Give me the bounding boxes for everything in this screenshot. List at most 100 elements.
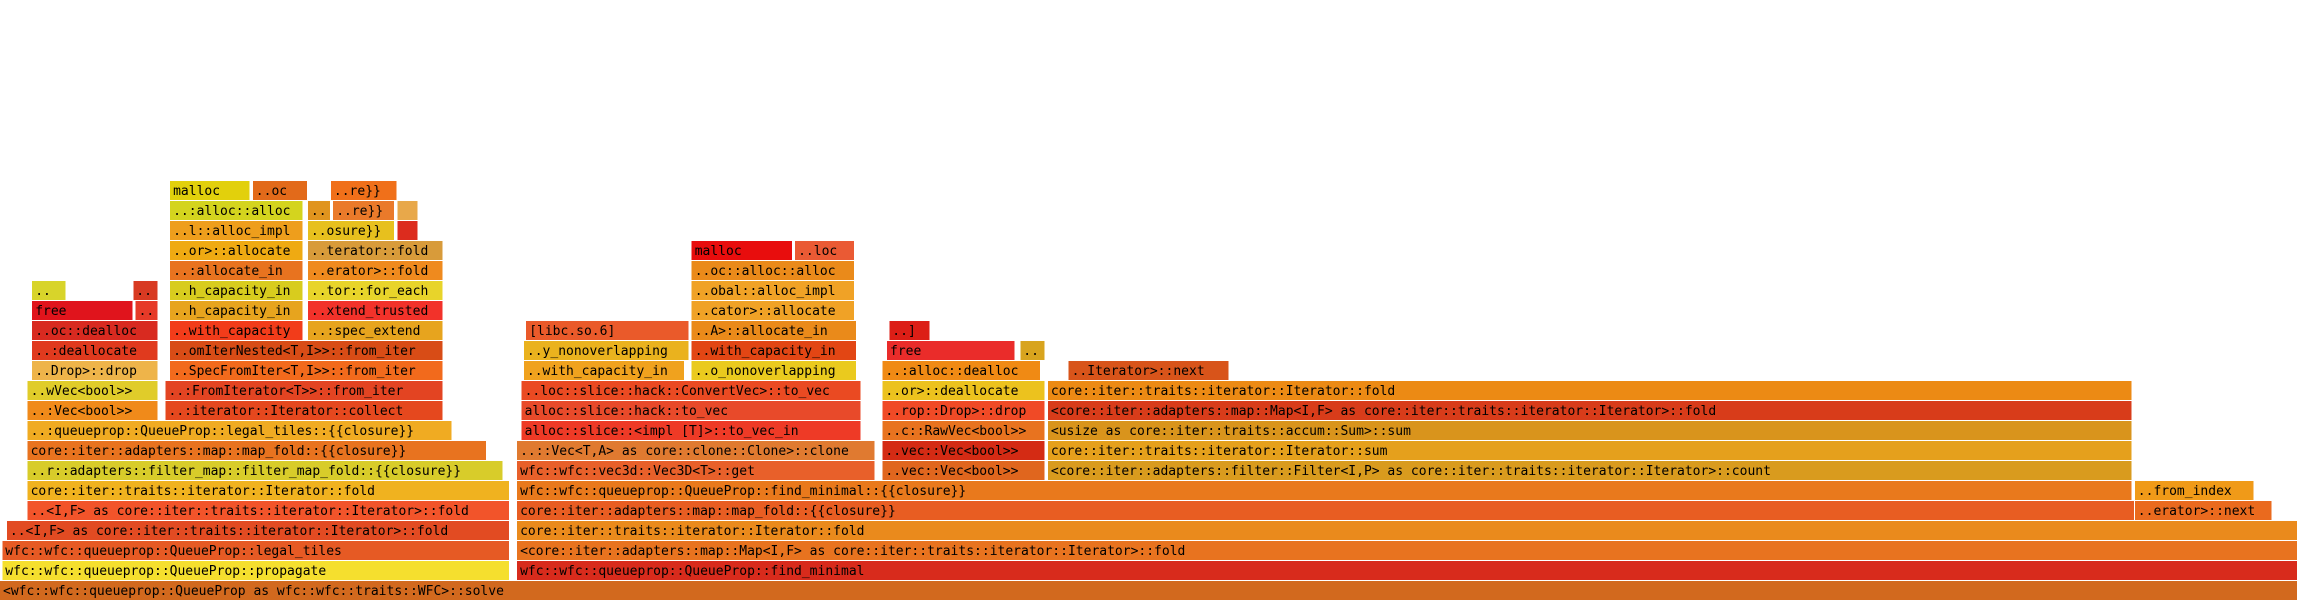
- frame-bar[interactable]: [882, 381, 1045, 400]
- frame-bar[interactable]: [882, 361, 1040, 380]
- frame-bar[interactable]: [0, 581, 2297, 600]
- frame-bar[interactable]: [32, 341, 158, 360]
- frame[interactable]: core::iter::traits::iterator::Iterator::…: [27, 481, 510, 500]
- frame-bar[interactable]: [165, 381, 443, 400]
- frame[interactable]: ..xtend_trusted: [307, 301, 443, 320]
- frame-bar[interactable]: [1047, 401, 2132, 420]
- frame[interactable]: ..:deallocate: [32, 341, 158, 360]
- frame-bar[interactable]: [333, 201, 395, 220]
- frame-bar[interactable]: [1047, 461, 2132, 480]
- frame[interactable]: ..<I,F> as core::iter::traits::iterator:…: [6, 521, 510, 540]
- frame[interactable]: [libc.so.6]: [526, 321, 689, 340]
- frame-bar[interactable]: [2134, 501, 2272, 520]
- frame-bar[interactable]: [32, 361, 158, 380]
- frame-bar[interactable]: [882, 401, 1045, 420]
- frame-bar[interactable]: [27, 421, 452, 440]
- frame-bar[interactable]: [330, 181, 397, 200]
- frame-bar[interactable]: [133, 281, 158, 300]
- frame-bar[interactable]: [27, 501, 510, 520]
- frame-bar[interactable]: [523, 361, 684, 380]
- frame-bar[interactable]: [27, 481, 510, 500]
- frame[interactable]: ..Iterator>::next: [1068, 361, 1229, 380]
- frame-bar[interactable]: [170, 321, 303, 340]
- frame-bar[interactable]: [307, 321, 443, 340]
- frame-bar[interactable]: [307, 281, 443, 300]
- frame[interactable]: wfc::wfc::queueprop::QueueProp::find_min…: [517, 561, 2298, 580]
- frame[interactable]: wfc::wfc::vec3d::Vec3D<T>::get: [517, 461, 875, 480]
- frame[interactable]: ..:Vec<bool>>: [27, 401, 158, 420]
- frame-bar[interactable]: [397, 221, 418, 240]
- frame-bar[interactable]: [27, 381, 158, 400]
- frame[interactable]: ..:allocate_in: [170, 261, 303, 280]
- frame-bar[interactable]: [521, 421, 861, 440]
- frame-bar[interactable]: [517, 441, 875, 460]
- frame-bar[interactable]: [517, 521, 2298, 540]
- frame[interactable]: ..or>::allocate: [170, 241, 303, 260]
- frame-bar[interactable]: [2134, 481, 2254, 500]
- frame-bar[interactable]: [307, 241, 443, 260]
- frame-bar[interactable]: [1068, 361, 1229, 380]
- frame-bar[interactable]: [691, 281, 854, 300]
- frame-bar[interactable]: [170, 301, 303, 320]
- frame-bar[interactable]: [1047, 421, 2132, 440]
- frame[interactable]: ..]: [889, 321, 930, 340]
- frame[interactable]: ..: [1020, 341, 1045, 360]
- frame[interactable]: ..re}}: [330, 181, 397, 200]
- frame[interactable]: ..l::alloc_impl: [170, 221, 303, 240]
- frame[interactable]: ..re}}: [333, 201, 395, 220]
- frame-bar[interactable]: [397, 201, 418, 220]
- frame[interactable]: ..terator::fold: [307, 241, 443, 260]
- frame[interactable]: ..h_capacity_in: [170, 301, 303, 320]
- frame-bar[interactable]: [307, 221, 395, 240]
- frame[interactable]: ..:alloc::dealloc: [882, 361, 1040, 380]
- frame[interactable]: ..wVec<bool>>: [27, 381, 158, 400]
- frame-bar[interactable]: [691, 321, 857, 340]
- frame[interactable]: ..::Vec<T,A> as core::clone::Clone>::clo…: [517, 441, 875, 460]
- frame[interactable]: ..vec::Vec<bool>>: [882, 441, 1045, 460]
- frame-bar[interactable]: [170, 341, 443, 360]
- frame[interactable]: ..: [133, 281, 158, 300]
- frame[interactable]: ..or>::deallocate: [882, 381, 1045, 400]
- frame[interactable]: ..with_capacity_in: [523, 361, 684, 380]
- frame[interactable]: ..: [135, 301, 158, 320]
- frame[interactable]: ..y_nonoverlapping: [523, 341, 689, 360]
- frame-bar[interactable]: [27, 401, 158, 420]
- frame[interactable]: alloc::slice::hack::to_vec: [521, 401, 861, 420]
- frame[interactable]: ..vec::Vec<bool>>: [882, 461, 1045, 480]
- frame-bar[interactable]: [170, 281, 303, 300]
- frame-bar[interactable]: [517, 561, 2298, 580]
- frame[interactable]: ..<I,F> as core::iter::traits::iterator:…: [27, 501, 510, 520]
- frame[interactable]: ..:iterator::Iterator::collect: [165, 401, 443, 420]
- frame-bar[interactable]: [170, 241, 303, 260]
- frame-bar[interactable]: [170, 261, 303, 280]
- frame-bar[interactable]: [691, 261, 854, 280]
- frame[interactable]: wfc::wfc::queueprop::QueueProp::legal_ti…: [2, 541, 510, 560]
- frame[interactable]: ..erator>::fold: [307, 261, 443, 280]
- frame-bar[interactable]: [691, 301, 854, 320]
- frame-bar[interactable]: [2, 541, 510, 560]
- frame[interactable]: ..loc::slice::hack::ConvertVec>::to_vec: [521, 381, 861, 400]
- frame-bar[interactable]: [882, 441, 1045, 460]
- frame[interactable]: ..omIterNested<T,I>>::from_iter: [170, 341, 443, 360]
- frame-bar[interactable]: [307, 201, 330, 220]
- frame-bar[interactable]: [517, 541, 2298, 560]
- frame[interactable]: ..o_nonoverlapping: [691, 361, 857, 380]
- frame-bar[interactable]: [523, 341, 689, 360]
- frame-bar[interactable]: [517, 481, 2132, 500]
- frame[interactable]: ..: [307, 201, 330, 220]
- frame[interactable]: ..r::adapters::filter_map::filter_map_fo…: [27, 461, 503, 480]
- frame-bar[interactable]: [521, 401, 861, 420]
- frame[interactable]: ..osure}}: [307, 221, 395, 240]
- frame[interactable]: <wfc::wfc::queueprop::QueueProp as wfc::…: [0, 581, 2297, 600]
- frame-bar[interactable]: [526, 321, 689, 340]
- frame[interactable]: core::iter::adapters::map::map_fold::{{c…: [27, 441, 487, 460]
- frame-bar[interactable]: [1047, 441, 2132, 460]
- frame[interactable]: ..:FromIterator<T>>::from_iter: [165, 381, 443, 400]
- frame-bar[interactable]: [691, 241, 792, 260]
- frame[interactable]: ..c::RawVec<bool>>: [882, 421, 1045, 440]
- frame[interactable]: ..loc: [795, 241, 854, 260]
- frame-bar[interactable]: [32, 281, 66, 300]
- frame[interactable]: ..:queueprop::QueueProp::legal_tiles::{{…: [27, 421, 452, 440]
- frame-bar[interactable]: [307, 301, 443, 320]
- frame-bar[interactable]: [517, 461, 875, 480]
